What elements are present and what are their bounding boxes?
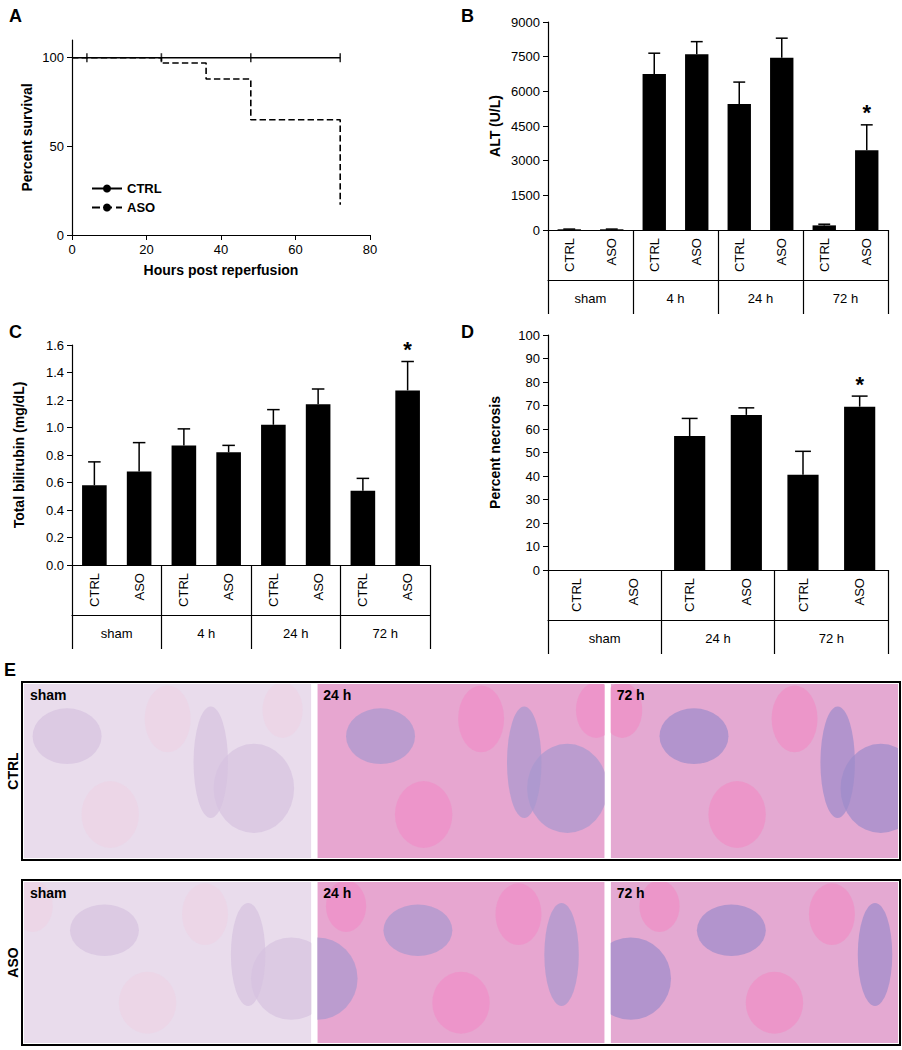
svg-text:D: D (461, 322, 474, 342)
svg-text:4 h: 4 h (197, 626, 215, 641)
svg-text:80: 80 (526, 375, 540, 390)
svg-text:6000: 6000 (511, 84, 540, 99)
svg-text:ASO: ASO (739, 578, 754, 605)
svg-text:50: 50 (50, 139, 64, 154)
svg-text:24 h: 24 h (323, 885, 351, 901)
svg-text:ASO: ASO (400, 573, 415, 600)
svg-text:0: 0 (533, 563, 540, 578)
svg-text:B: B (461, 6, 474, 26)
svg-text:1.0: 1.0 (46, 420, 64, 435)
svg-text:72 h: 72 h (617, 687, 645, 703)
svg-text:ALT (U/L): ALT (U/L) (487, 95, 503, 157)
svg-text:CTRL: CTRL (266, 573, 281, 607)
svg-text:1.4: 1.4 (46, 365, 64, 380)
svg-text:0.6: 0.6 (46, 475, 64, 490)
svg-text:60: 60 (288, 242, 302, 257)
svg-text:sham: sham (589, 631, 621, 646)
svg-text:ASO: ASO (774, 238, 789, 265)
svg-text:10: 10 (526, 539, 540, 554)
svg-text:7500: 7500 (511, 49, 540, 64)
svg-text:CTRL: CTRL (569, 578, 584, 612)
svg-text:Percent survival: Percent survival (19, 83, 35, 191)
svg-text:ASO: ASO (127, 200, 155, 215)
svg-text:90: 90 (526, 351, 540, 366)
svg-text:9000: 9000 (511, 15, 540, 30)
svg-text:CTRL: CTRL (127, 181, 162, 196)
svg-text:0.2: 0.2 (46, 530, 64, 545)
svg-text:100: 100 (42, 50, 64, 65)
svg-text:40: 40 (526, 469, 540, 484)
svg-text:sham: sham (575, 291, 607, 306)
svg-text:CTRL: CTRL (796, 578, 811, 612)
svg-text:CTRL: CTRL (647, 238, 662, 272)
svg-text:1500: 1500 (511, 188, 540, 203)
svg-text:24 h: 24 h (705, 631, 730, 646)
svg-text:70: 70 (526, 398, 540, 413)
svg-text:20: 20 (526, 516, 540, 531)
svg-text:100: 100 (518, 328, 540, 343)
svg-text:E: E (4, 660, 16, 680)
svg-text:72 h: 72 h (617, 885, 645, 901)
svg-text:sham: sham (30, 885, 67, 901)
svg-text:CTRL: CTRL (355, 573, 370, 607)
svg-text:24 h: 24 h (283, 626, 308, 641)
svg-text:ASO: ASO (221, 573, 236, 600)
svg-text:ASO: ASO (859, 238, 874, 265)
svg-text:40: 40 (214, 242, 228, 257)
svg-text:0: 0 (57, 228, 64, 243)
svg-text:ASO: ASO (311, 573, 326, 600)
svg-text:ASO: ASO (5, 947, 21, 977)
svg-text:CTRL: CTRL (176, 573, 191, 607)
svg-text:sham: sham (101, 626, 133, 641)
svg-text:CTRL: CTRL (562, 238, 577, 272)
svg-text:A: A (9, 6, 22, 26)
svg-text:CTRL: CTRL (732, 238, 747, 272)
svg-text:0: 0 (533, 223, 540, 238)
svg-text:ASO: ASO (626, 578, 641, 605)
svg-text:20: 20 (139, 242, 153, 257)
svg-text:ASO: ASO (852, 578, 867, 605)
svg-text:0: 0 (68, 242, 75, 257)
svg-text:Hours post reperfusion: Hours post reperfusion (144, 262, 299, 278)
svg-text:0.0: 0.0 (46, 558, 64, 573)
svg-text:0.8: 0.8 (46, 448, 64, 463)
svg-text:72 h: 72 h (819, 631, 844, 646)
svg-text:*: * (855, 372, 864, 397)
svg-text:0.4: 0.4 (46, 503, 64, 518)
svg-text:Total bilirubin (mg/dL): Total bilirubin (mg/dL) (11, 382, 27, 529)
svg-text:30: 30 (526, 492, 540, 507)
svg-text:ASO: ASO (132, 573, 147, 600)
svg-text:24 h: 24 h (323, 687, 351, 703)
svg-text:*: * (862, 100, 871, 125)
svg-text:Percent necrosis: Percent necrosis (487, 396, 503, 509)
svg-text:4 h: 4 h (666, 291, 684, 306)
svg-text:CTRL: CTRL (682, 578, 697, 612)
svg-text:60: 60 (526, 422, 540, 437)
svg-text:CTRL: CTRL (5, 752, 21, 790)
svg-text:3000: 3000 (511, 153, 540, 168)
svg-text:CTRL: CTRL (817, 238, 832, 272)
svg-text:sham: sham (30, 687, 67, 703)
svg-text:72 h: 72 h (373, 626, 398, 641)
svg-text:1.2: 1.2 (46, 393, 64, 408)
svg-text:80: 80 (363, 242, 377, 257)
svg-text:C: C (9, 322, 22, 342)
svg-text:24 h: 24 h (748, 291, 773, 306)
svg-text:ASO: ASO (689, 238, 704, 265)
svg-text:*: * (403, 337, 412, 362)
svg-text:50: 50 (526, 445, 540, 460)
svg-text:72 h: 72 h (833, 291, 858, 306)
svg-text:4500: 4500 (511, 119, 540, 134)
svg-text:1.6: 1.6 (46, 338, 64, 353)
svg-text:CTRL: CTRL (87, 573, 102, 607)
svg-text:ASO: ASO (604, 238, 619, 265)
